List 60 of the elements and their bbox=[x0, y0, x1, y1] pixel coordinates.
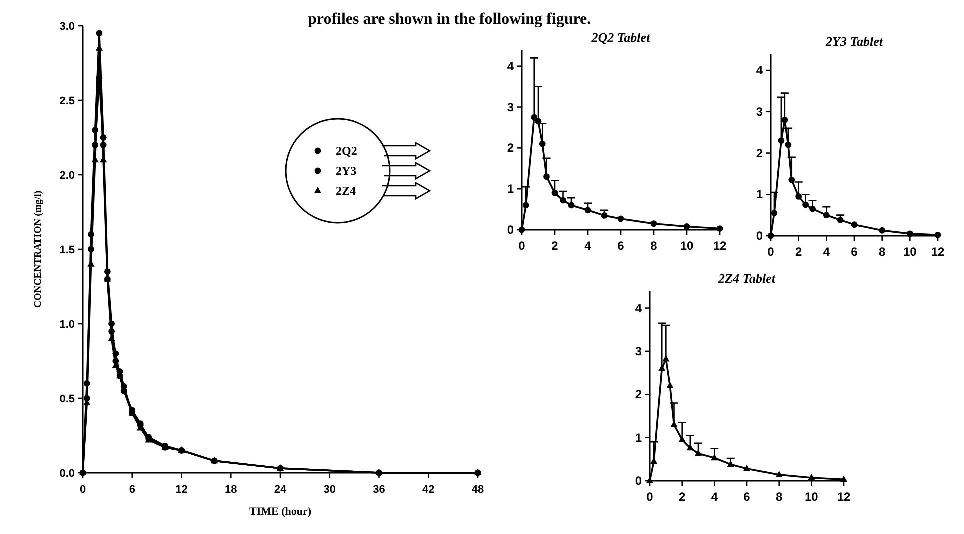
chart-title: 2Z4 Tablet bbox=[718, 271, 776, 286]
y-tick-label: 3.0 bbox=[60, 21, 75, 33]
y-tick-label: 0.0 bbox=[60, 468, 75, 480]
x-tick-label: 4 bbox=[711, 490, 718, 504]
x-tick-label: 36 bbox=[373, 484, 386, 496]
chart-title: 2Y3 Tablet bbox=[825, 34, 884, 49]
y-tick-label: 0.5 bbox=[60, 394, 75, 406]
y-tick-label: 4 bbox=[507, 59, 514, 74]
y-tick-label: 1 bbox=[507, 182, 514, 196]
y-tick-label: 4 bbox=[635, 301, 642, 316]
x-tick-label: 2 bbox=[678, 490, 686, 504]
y-tick-label: 3 bbox=[507, 100, 514, 114]
x-tick-label: 12 bbox=[176, 484, 188, 496]
x-tick-label: 12 bbox=[713, 239, 727, 253]
x-tick-label: 10 bbox=[903, 245, 918, 259]
x-tick-label: 12 bbox=[837, 490, 851, 504]
y-tick-label: 2.0 bbox=[60, 170, 75, 182]
y-tick-label: 0 bbox=[756, 229, 764, 243]
y-tick-label: 2 bbox=[507, 141, 514, 156]
y-tick-label: 4 bbox=[756, 64, 764, 78]
legend-label: 2Y3 bbox=[336, 164, 357, 178]
x-tick-label: 2 bbox=[552, 239, 559, 253]
x-tick-label: 8 bbox=[650, 239, 658, 253]
y-tick-label: 1.5 bbox=[60, 244, 75, 256]
y-tick-label: 0 bbox=[507, 223, 514, 237]
legend-label: 2Z4 bbox=[336, 184, 356, 198]
y-tick-label: 2.5 bbox=[60, 96, 75, 108]
y-tick-label: 1.0 bbox=[60, 319, 75, 331]
y-axis-title: CONCENTRATION (mg/l) bbox=[33, 190, 44, 308]
x-tick-label: 48 bbox=[472, 484, 484, 496]
x-tick-label: 6 bbox=[129, 484, 136, 496]
x-axis-title: TIME (hour) bbox=[249, 506, 312, 518]
x-tick-label: 8 bbox=[776, 490, 783, 504]
y-tick-label: 2 bbox=[756, 146, 764, 160]
x-tick-label: 6 bbox=[744, 490, 751, 504]
x-tick-label: 8 bbox=[878, 245, 886, 259]
y-tick-label: 1 bbox=[756, 188, 764, 202]
annotation: profiles are shown in the following figure. bbox=[308, 11, 592, 28]
x-tick-label: 6 bbox=[618, 239, 625, 253]
x-tick-label: 2 bbox=[795, 245, 802, 259]
x-tick-label: 4 bbox=[584, 239, 592, 253]
y-tick-label: 1 bbox=[635, 430, 642, 445]
legend-label: 2Q2 bbox=[336, 144, 358, 158]
x-tick-label: 30 bbox=[324, 484, 336, 496]
x-tick-label: 0 bbox=[518, 239, 526, 253]
y-tick-label: 3 bbox=[756, 104, 764, 119]
x-tick-label: 0 bbox=[646, 490, 654, 504]
y-tick-label: 2 bbox=[635, 388, 642, 402]
x-tick-label: 0 bbox=[80, 484, 86, 496]
x-tick-label: 10 bbox=[680, 239, 694, 253]
chart-title: 2Q2 Tablet bbox=[590, 30, 651, 45]
y-tick-label: 3 bbox=[635, 344, 642, 358]
x-tick-label: 12 bbox=[931, 245, 945, 259]
x-tick-label: 42 bbox=[422, 484, 435, 496]
x-tick-label: 18 bbox=[225, 484, 238, 496]
x-tick-label: 24 bbox=[274, 484, 288, 496]
x-tick-label: 6 bbox=[851, 245, 858, 259]
x-tick-label: 4 bbox=[823, 245, 830, 259]
x-tick-label: 0 bbox=[768, 245, 775, 259]
x-tick-label: 10 bbox=[804, 490, 819, 504]
